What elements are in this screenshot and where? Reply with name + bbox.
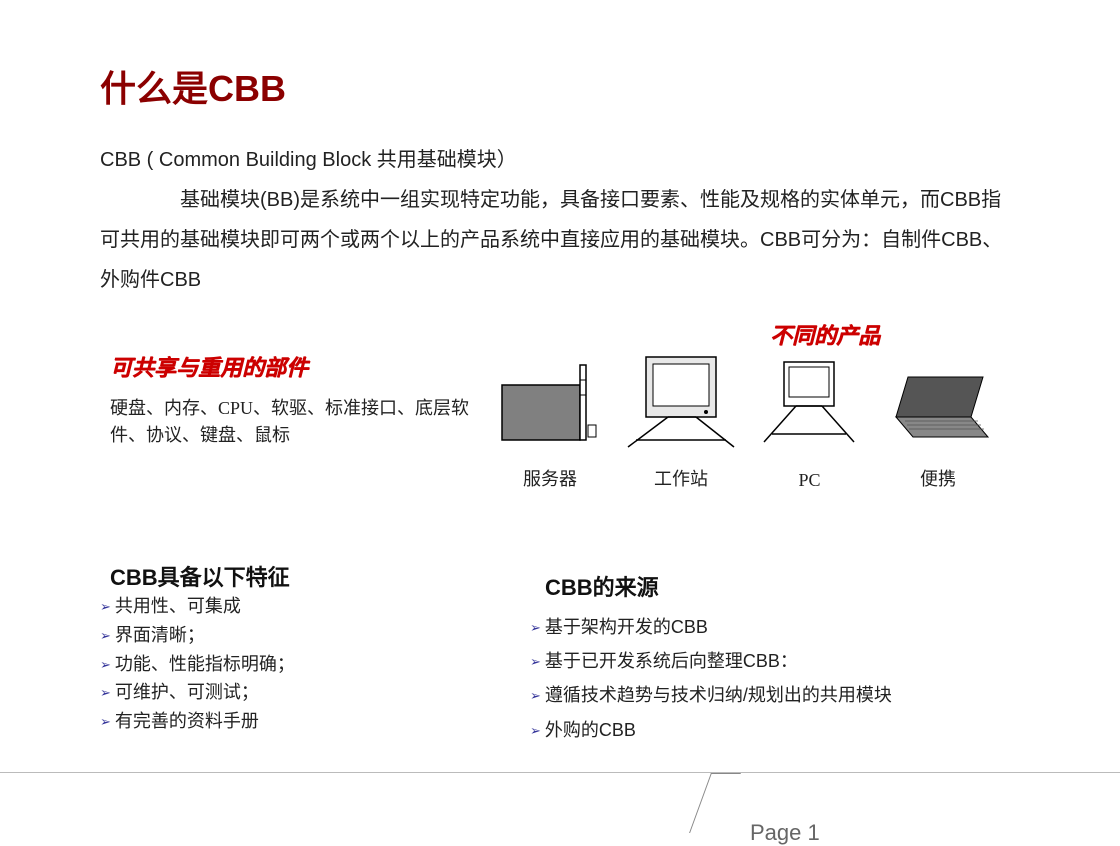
product-label: 工作站: [654, 465, 708, 491]
footer-divider: [0, 772, 1120, 773]
workstation-icon: [626, 355, 736, 455]
page-title: 什么是CBB: [100, 60, 286, 112]
products-title: 不同的产品: [770, 318, 880, 350]
list-item: 外购的CBB: [530, 713, 892, 747]
list-item: 基于已开发系统后向整理CBB：: [530, 644, 892, 678]
list-item: 遵循技术趋势与技术归纳/规划出的共用模块: [530, 678, 892, 712]
definition-body: 基础模块(BB)是系统中一组实现特定功能，具备接口要素、性能及规格的实体单元，而…: [100, 180, 1020, 300]
definition-line1: CBB ( Common Building Block 共用基础模块）: [100, 140, 1020, 180]
footer-accent: [689, 773, 741, 833]
list-item: 基于架构开发的CBB: [530, 610, 892, 644]
product-label: 便携: [920, 465, 956, 491]
product-pc: PC: [762, 360, 857, 491]
list-item: 有完善的资料手册: [100, 707, 295, 736]
list-item: 功能、性能指标明确；: [100, 650, 295, 679]
sources-list: 基于架构开发的CBB 基于已开发系统后向整理CBB： 遵循技术趋势与技术归纳/规…: [530, 610, 892, 747]
product-server: 服务器: [500, 360, 600, 491]
features-title: CBB具备以下特征: [110, 560, 290, 592]
products-row: 服务器 工作站 PC: [500, 355, 993, 491]
list-item: 共用性、可集成: [100, 592, 295, 621]
server-icon: [500, 360, 600, 455]
pc-icon: [762, 360, 857, 460]
shareable-body: 硬盘、内存、CPU、软驱、标准接口、底层软件、协议、键盘、鼠标: [110, 395, 470, 449]
shareable-title: 可共享与重用的部件: [110, 350, 308, 382]
definition-block: CBB ( Common Building Block 共用基础模块） 基础模块…: [100, 140, 1020, 300]
product-label: 服务器: [523, 465, 577, 491]
page-number: Page 1: [750, 820, 820, 846]
list-item: 界面清晰；: [100, 621, 295, 650]
product-workstation: 工作站: [626, 355, 736, 491]
product-label: PC: [798, 470, 820, 491]
sources-title: CBB的来源: [545, 570, 659, 602]
features-list: 共用性、可集成 界面清晰； 功能、性能指标明确； 可维护、可测试； 有完善的资料…: [100, 592, 295, 736]
product-laptop: 便携: [883, 375, 993, 491]
laptop-icon: [883, 375, 993, 455]
list-item: 可维护、可测试；: [100, 678, 295, 707]
